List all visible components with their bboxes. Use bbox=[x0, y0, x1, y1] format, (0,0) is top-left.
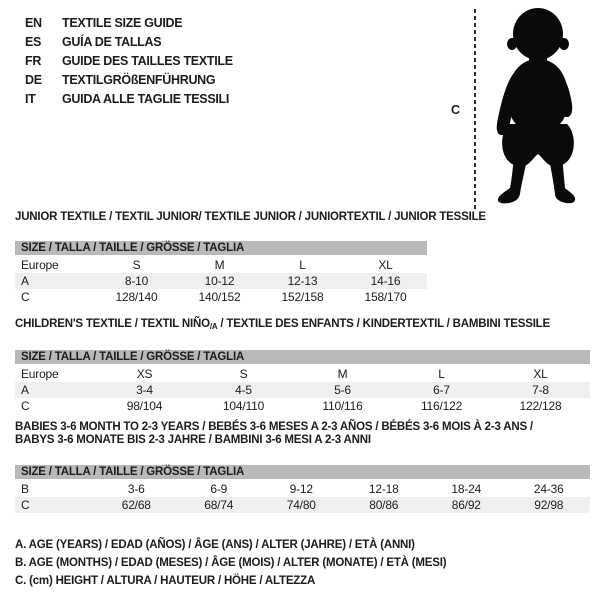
size-cell: 3-4 bbox=[136, 383, 153, 397]
children-table: SIZE / TALLA / TAILLE / GRÖSSE / TAGLIA … bbox=[15, 350, 590, 414]
size-header-bar: SIZE / TALLA / TAILLE / GRÖSSE / TAGLIA bbox=[15, 465, 590, 479]
junior-table-section: JUNIOR TEXTILE / TEXTIL JUNIOR/ TEXTILE … bbox=[15, 211, 486, 305]
row-label: B bbox=[21, 482, 29, 496]
table-row: B 3-6 6-9 9-12 12-18 18-24 24-36 bbox=[15, 481, 590, 497]
table-row: A 3-4 4-5 5-6 6-7 7-8 bbox=[15, 382, 590, 398]
size-cell: 24-36 bbox=[533, 482, 564, 496]
size-cell: 3-6 bbox=[127, 482, 145, 496]
lang-code: EN bbox=[25, 16, 42, 30]
size-cell: 6-7 bbox=[433, 383, 450, 397]
size-cell: M bbox=[337, 367, 348, 381]
baby-silhouette bbox=[496, 8, 576, 204]
note-age-years: A. AGE (YEARS) / EDAD (AÑOS) / ÂGE (ANS)… bbox=[15, 539, 415, 551]
size-cell: 10-12 bbox=[204, 274, 235, 288]
table-row: Europe S M L XL bbox=[15, 257, 427, 273]
size-cell: 4-5 bbox=[235, 383, 252, 397]
note-height-cm: C. (cm) HEIGHT / ALTURA / HAUTEUR / HÖHE… bbox=[15, 575, 316, 587]
row-label: C bbox=[21, 290, 30, 304]
size-cell: 110/116 bbox=[322, 399, 363, 413]
table-row: C 62/68 68/74 74/80 80/86 86/92 92/98 bbox=[15, 497, 590, 513]
lang-code: DE bbox=[25, 73, 42, 87]
babies-table: SIZE / TALLA / TAILLE / GRÖSSE / TAGLIA … bbox=[15, 465, 590, 513]
children-table-title: CHILDREN'S TEXTILE / TEXTIL NIÑO/A / TEX… bbox=[15, 318, 590, 333]
children-table-section: CHILDREN'S TEXTILE / TEXTIL NIÑO/A / TEX… bbox=[15, 318, 590, 414]
size-cell: 18-24 bbox=[451, 482, 482, 496]
row-label: C bbox=[21, 399, 30, 413]
size-cell: M bbox=[214, 258, 225, 272]
size-cell: 98/104 bbox=[126, 399, 163, 413]
lang-label: GUIDA ALLE TAGLIE TESSILI bbox=[62, 92, 230, 106]
size-header-bar: SIZE / TALLA / TAILLE / GRÖSSE / TAGLIA bbox=[15, 241, 427, 255]
table-row: Europe XS S M L XL bbox=[15, 366, 590, 382]
size-cell: XS bbox=[136, 367, 153, 381]
size-cell: 8-10 bbox=[124, 274, 149, 288]
title-subscript: /A bbox=[209, 322, 218, 331]
lang-code: FR bbox=[25, 54, 42, 68]
row-label: A bbox=[21, 274, 29, 288]
lang-label: GUÍA DE TALLAS bbox=[62, 35, 162, 49]
table-row: A 8-10 10-12 12-13 14-16 bbox=[15, 273, 427, 289]
size-cell: 122/128 bbox=[519, 399, 562, 413]
babies-table-section: BABIES 3-6 MONTH TO 2-3 YEARS / BEBÉS 3-… bbox=[15, 421, 590, 513]
junior-table: SIZE / TALLA / TAILLE / GRÖSSE / TAGLIA … bbox=[15, 241, 427, 305]
size-cell: 140/152 bbox=[198, 290, 241, 304]
lang-label: TEXTILE SIZE GUIDE bbox=[62, 16, 183, 30]
table-row: C 128/140 140/152 152/158 158/170 bbox=[15, 289, 427, 305]
lang-label: GUIDE DES TAILLES TEXTILE bbox=[62, 54, 233, 68]
size-cell: 12-18 bbox=[368, 482, 399, 496]
height-measure-dashed-line bbox=[474, 9, 476, 211]
size-cell: 158/170 bbox=[364, 290, 407, 304]
size-cell: 74/80 bbox=[286, 498, 316, 512]
size-cell: 9-12 bbox=[289, 482, 313, 496]
babies-table-title-line2: BABYS 3-6 MONATE BIS 2-3 JAHRE / BAMBINI… bbox=[15, 434, 371, 446]
title-part: CHILDREN'S TEXTILE / TEXTIL NIÑO bbox=[15, 318, 210, 330]
size-cell: 14-16 bbox=[370, 274, 401, 288]
lang-row-it: IT GUIDA ALLE TAGLIE TESSILI bbox=[25, 90, 233, 109]
lang-label: TEXTILGRÖßENFÜHRUNG bbox=[62, 73, 216, 87]
note-age-months: B. AGE (MONTHS) / EDAD (MESES) / ÂGE (MO… bbox=[15, 557, 447, 569]
size-cell: L bbox=[438, 367, 445, 381]
size-cell: 116/122 bbox=[420, 399, 463, 413]
legend-notes: A. AGE (YEARS) / EDAD (AÑOS) / ÂGE (ANS)… bbox=[15, 536, 447, 590]
size-cell: L bbox=[299, 258, 306, 272]
size-cell: 104/110 bbox=[222, 399, 265, 413]
size-cell: XL bbox=[378, 258, 393, 272]
lang-code: IT bbox=[25, 92, 36, 106]
junior-table-title: JUNIOR TEXTILE / TEXTIL JUNIOR/ TEXTILE … bbox=[15, 211, 486, 223]
size-cell: 152/158 bbox=[281, 290, 324, 304]
title-part: / TEXTILE DES ENFANTS / KINDERTEXTIL / B… bbox=[217, 318, 550, 330]
row-label: Europe bbox=[21, 258, 59, 272]
size-cell: 128/140 bbox=[115, 290, 158, 304]
size-cell: 5-6 bbox=[334, 383, 351, 397]
lang-row-es: ES GUÍA DE TALLAS bbox=[25, 33, 233, 52]
lang-code: ES bbox=[25, 35, 42, 49]
height-measure-label: C bbox=[451, 103, 461, 117]
size-cell: S bbox=[132, 258, 141, 272]
size-cell: 62/68 bbox=[121, 498, 151, 512]
size-cell: 6-9 bbox=[210, 482, 228, 496]
size-cell: 68/74 bbox=[204, 498, 234, 512]
table-row: C 98/104 104/110 110/116 116/122 122/128 bbox=[15, 398, 590, 414]
babies-table-title-line1: BABIES 3-6 MONTH TO 2-3 YEARS / BEBÉS 3-… bbox=[15, 421, 533, 433]
size-cell: 12-13 bbox=[287, 274, 318, 288]
lang-row-de: DE TEXTILGRÖßENFÜHRUNG bbox=[25, 71, 233, 90]
size-header-bar: SIZE / TALLA / TAILLE / GRÖSSE / TAGLIA bbox=[15, 350, 590, 364]
size-cell: 92/98 bbox=[534, 498, 564, 512]
size-cell: 7-8 bbox=[532, 383, 549, 397]
size-cell: 86/92 bbox=[451, 498, 481, 512]
row-label: C bbox=[21, 498, 30, 512]
lang-row-fr: FR GUIDE DES TAILLES TEXTILE bbox=[25, 52, 233, 71]
row-label: Europe bbox=[21, 367, 59, 381]
language-title-list: EN TEXTILE SIZE GUIDE ES GUÍA DE TALLAS … bbox=[25, 14, 233, 109]
row-label: A bbox=[21, 383, 29, 397]
size-cell: S bbox=[239, 367, 248, 381]
size-cell: XL bbox=[533, 367, 548, 381]
lang-row-en: EN TEXTILE SIZE GUIDE bbox=[25, 14, 233, 33]
size-cell: 80/86 bbox=[369, 498, 399, 512]
